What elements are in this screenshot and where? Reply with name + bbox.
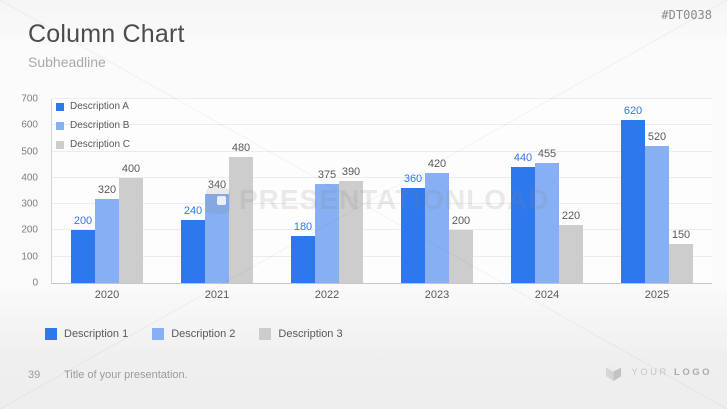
x-category-label: 2023 — [424, 289, 450, 301]
legend-swatch-icon — [259, 328, 272, 340]
bar: 340 — [205, 179, 229, 283]
gridline — [52, 255, 712, 257]
gridline — [52, 203, 712, 205]
bar: 375 — [315, 169, 339, 283]
legend-swatch-icon — [45, 328, 57, 340]
bar: 200 — [71, 215, 95, 283]
bar: 220 — [559, 210, 583, 283]
product-code: #DT0038 — [661, 8, 712, 22]
bar: 480 — [229, 142, 253, 283]
bar: 400 — [119, 163, 143, 283]
gridline — [52, 124, 712, 126]
legend-swatch-icon — [56, 102, 64, 111]
bar: 360 — [401, 173, 425, 283]
y-tick-label: 500 — [21, 146, 38, 158]
bar: 455 — [535, 148, 559, 283]
bar-value-label: 150 — [671, 228, 691, 241]
legend-label: Description A — [70, 101, 129, 112]
bar-value-label: 520 — [647, 131, 667, 144]
bar: 150 — [669, 229, 693, 283]
legend-swatch-icon — [56, 121, 64, 130]
y-tick-label: 600 — [21, 119, 38, 131]
bar: 180 — [291, 221, 315, 283]
legend-label: Description C — [70, 139, 131, 150]
plot-area: 200 320 400 2020 240 340 480 2021 180 375 390 2022 3… — [51, 98, 712, 301]
slide-number: 39 — [28, 369, 41, 381]
legend-item: Description A — [56, 101, 130, 112]
logo-text: YOUR LOGO — [631, 367, 712, 378]
gridline — [52, 98, 712, 99]
bar-value-label: 480 — [231, 141, 251, 154]
legend-item: Description B — [56, 120, 130, 131]
x-category-label: 2020 — [94, 289, 120, 301]
legend-item: Description C — [56, 139, 130, 150]
gridline — [52, 229, 712, 231]
bar: 420 — [425, 158, 449, 283]
bar-groups: 200 320 400 2020 240 340 480 2021 180 375 390 2022 3… — [52, 99, 712, 301]
bar-value-label: 320 — [97, 183, 117, 196]
legend-swatch-icon — [56, 140, 64, 149]
y-axis: 0 100 200 300 400 500 600 700 — [0, 94, 44, 289]
legend-label: Description B — [70, 120, 130, 131]
x-category-label: 2022 — [314, 289, 340, 301]
bar-value-label: 420 — [427, 157, 447, 170]
legend-item: Description 3 — [259, 328, 343, 340]
bar-value-label: 200 — [73, 215, 93, 228]
y-tick-label: 0 — [32, 277, 38, 289]
logo-text-your: YOUR — [631, 366, 669, 378]
bar-value-label: 200 — [451, 215, 471, 228]
y-tick-label: 700 — [21, 93, 38, 105]
bar: 520 — [645, 131, 669, 283]
bar: 240 — [181, 205, 205, 283]
bar-value-label: 220 — [561, 210, 581, 223]
bar-value-label: 455 — [537, 148, 557, 161]
bar-group-2023: 360 420 200 2023 — [401, 99, 473, 301]
bar: 200 — [449, 215, 473, 283]
bar: 440 — [511, 152, 535, 283]
footer-title: Title of your presentation. — [64, 369, 188, 381]
legend-label: Description 2 — [171, 328, 236, 340]
bar-value-label: 440 — [513, 152, 533, 165]
legend-swatch-icon — [152, 328, 165, 340]
gridline — [52, 176, 712, 178]
bar-value-label: 620 — [623, 105, 643, 118]
y-tick-label: 300 — [21, 198, 38, 210]
logo-text-logo: LOGO — [674, 366, 712, 378]
page-title: Column Chart — [28, 20, 185, 48]
bar-value-label: 400 — [121, 162, 141, 175]
bar-group-2024: 440 455 220 2024 — [511, 99, 583, 301]
legend-label: Description 1 — [64, 328, 129, 340]
bar-value-label: 340 — [207, 178, 227, 191]
y-tick-label: 400 — [21, 172, 38, 184]
legend-item: Description 2 — [152, 328, 235, 340]
bar: 320 — [95, 184, 119, 283]
page-subtitle: Subheadline — [28, 54, 106, 70]
cube-logo-icon — [606, 363, 622, 382]
x-category-label: 2025 — [644, 289, 670, 301]
chart-legend-top: Description A Description B Description C — [56, 101, 130, 158]
gridline — [52, 150, 712, 152]
bar-group-2021: 240 340 480 2021 — [181, 99, 253, 301]
bar-value-label: 375 — [317, 169, 337, 182]
bar-group-2022: 180 375 390 2022 — [291, 99, 363, 301]
y-tick-label: 200 — [21, 224, 38, 236]
logo-placeholder: YOUR LOGO — [604, 362, 712, 382]
bar: 390 — [339, 166, 363, 283]
y-tick-label: 100 — [21, 251, 38, 263]
bar: 620 — [621, 105, 645, 283]
bar-value-label: 180 — [293, 220, 313, 233]
legend-label: Description 3 — [278, 328, 343, 340]
bar-value-label: 240 — [183, 204, 203, 217]
x-category-label: 2021 — [204, 289, 230, 301]
chart-legend-bottom: Description 1 Description 2 Description 3 — [45, 328, 343, 340]
bar-group-2020: 200 320 400 2020 — [71, 99, 143, 301]
bar-value-label: 360 — [403, 173, 423, 186]
bar-group-2025: 620 520 150 2025 — [621, 99, 693, 301]
bar-value-label: 390 — [341, 165, 361, 178]
legend-item: Description 1 — [45, 328, 128, 340]
x-category-label: 2024 — [534, 289, 560, 301]
